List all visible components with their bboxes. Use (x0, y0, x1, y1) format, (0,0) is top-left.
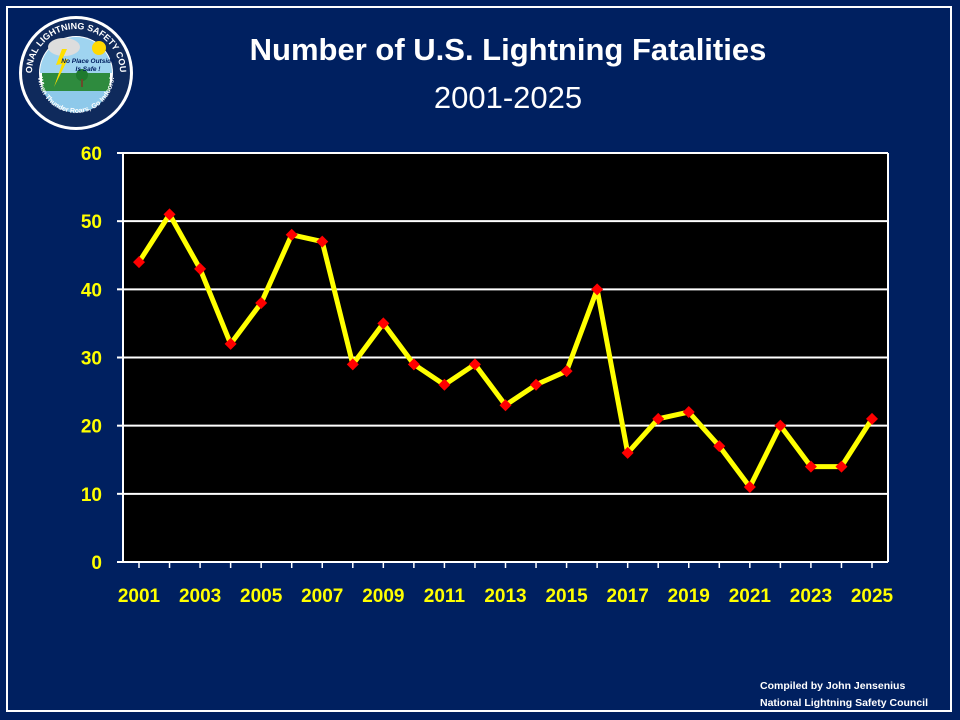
credit-block: Compiled by John Jensenius National Ligh… (760, 678, 928, 712)
y-tick-label: 40 (81, 280, 102, 301)
x-tick-label: 2001 (118, 586, 161, 607)
data-point-2018 (652, 412, 665, 425)
data-point-2006 (285, 228, 298, 241)
x-tick-label: 2019 (668, 586, 710, 607)
data-point-2019 (682, 406, 695, 419)
y-tick-label: 0 (91, 553, 102, 574)
x-tick-label: 2023 (790, 586, 832, 607)
data-point-2004 (224, 337, 237, 350)
data-point-2012 (468, 358, 481, 371)
data-point-2009 (377, 317, 390, 330)
x-tick-label: 2013 (484, 586, 526, 607)
chart-title: Number of U.S. Lightning Fatalities (249, 32, 767, 67)
data-point-2025 (866, 412, 878, 425)
y-tick-label: 20 (81, 417, 102, 438)
data-point-2023 (804, 460, 817, 473)
data-point-2020 (713, 440, 726, 453)
data-point-2002 (163, 208, 176, 221)
lightning-bolt-icon (54, 49, 68, 87)
x-tick-label: 2021 (729, 586, 772, 607)
credit-line-1: Compiled by John Jensenius (760, 680, 906, 692)
data-point-2010 (407, 358, 420, 371)
credit-line-2: National Lightning Safety Council (760, 697, 928, 709)
data-point-2003 (194, 262, 207, 275)
logo-inner-text-1: No Place Outside (61, 58, 115, 65)
data-point-2017 (621, 446, 634, 459)
slide-frame (6, 6, 952, 712)
y-tick-label: 10 (81, 485, 102, 506)
data-point-2001 (133, 256, 145, 269)
x-tick-label: 2003 (179, 586, 221, 607)
y-tick-label: 60 (81, 144, 102, 165)
x-tick-label: 2011 (424, 586, 466, 607)
data-point-2021 (743, 481, 756, 494)
x-tick-label: 2015 (545, 586, 588, 607)
data-point-2005 (255, 296, 268, 309)
data-point-2022 (774, 419, 787, 432)
x-tick-label: 2017 (607, 586, 649, 607)
nlsc-logo: NATIONAL LIGHTNING SAFETY COUNCIL When T… (16, 13, 133, 130)
data-point-2007 (316, 235, 329, 248)
sun-icon (92, 41, 106, 55)
x-tick-label: 2005 (240, 586, 283, 607)
logo-inner-text-2: Is Safe ! (76, 66, 102, 73)
data-point-2008 (346, 358, 359, 371)
chart-subtitle: 2001-2025 (433, 80, 583, 115)
data-point-2013 (499, 399, 512, 412)
y-tick-label: 30 (81, 349, 102, 370)
data-point-2024 (835, 460, 848, 473)
data-point-2011 (438, 378, 451, 391)
data-point-2014 (530, 378, 543, 391)
x-tick-label: 2007 (301, 586, 343, 607)
y-tick-label: 50 (81, 212, 102, 233)
data-point-2015 (560, 365, 573, 378)
x-tick-label: 2009 (362, 586, 404, 607)
x-tick-label: 2025 (851, 586, 894, 607)
cloud-icon (48, 38, 80, 56)
data-point-2016 (591, 283, 604, 296)
tree-icon (76, 69, 88, 81)
